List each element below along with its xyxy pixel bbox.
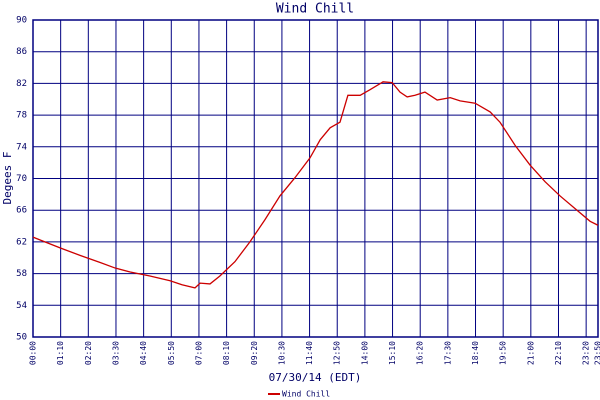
x-tick-label: 11:40 bbox=[305, 341, 314, 365]
x-tick-label: 22:10 bbox=[554, 341, 563, 365]
y-tick-label: 58 bbox=[16, 269, 27, 279]
x-tick-label: 23:50 bbox=[594, 341, 600, 365]
x-tick-label: 07:00 bbox=[194, 341, 203, 365]
x-tick-label: 08:10 bbox=[222, 341, 231, 365]
y-tick-label: 62 bbox=[16, 237, 27, 247]
y-tick-label: 54 bbox=[16, 301, 27, 311]
x-tick-label: 00:00 bbox=[29, 341, 38, 365]
y-tick-label: 90 bbox=[16, 16, 27, 26]
x-tick-label: 01:10 bbox=[56, 341, 65, 365]
x-tick-label: 02:20 bbox=[84, 341, 93, 365]
x-tick-label: 15:10 bbox=[388, 341, 397, 365]
y-tick-label: 66 bbox=[16, 206, 27, 216]
x-tick-label: 17:30 bbox=[443, 341, 452, 365]
data-line bbox=[32, 81, 599, 289]
y-tick-label: 86 bbox=[16, 47, 27, 57]
x-tick-label: 18:40 bbox=[471, 341, 480, 365]
x-tick-label: 05:50 bbox=[167, 341, 176, 365]
x-tick-label: 19:50 bbox=[499, 341, 508, 365]
y-tick-label: 82 bbox=[16, 79, 27, 89]
y-tick-label: 70 bbox=[16, 174, 27, 184]
x-tick-label: 16:20 bbox=[416, 341, 425, 365]
chart-title: Wind Chill bbox=[276, 2, 354, 17]
x-tick-label: 04:40 bbox=[139, 341, 148, 365]
y-tick-label: 74 bbox=[16, 142, 27, 152]
x-axis-label: 07/30/14 (EDT) bbox=[269, 371, 362, 384]
x-tick-label: 12:50 bbox=[333, 341, 342, 365]
y-tick-label: 50 bbox=[16, 333, 27, 343]
x-tick-label: 03:30 bbox=[111, 341, 120, 365]
legend-label: Wind Chill bbox=[282, 390, 330, 399]
x-tick-label: 23:20 bbox=[582, 341, 591, 365]
x-tick-label: 10:30 bbox=[277, 341, 286, 365]
x-tick-label: 21:00 bbox=[526, 341, 535, 365]
y-axis-label: Degees F bbox=[1, 152, 14, 205]
x-tick-label: 14:00 bbox=[360, 341, 369, 365]
y-tick-label: 78 bbox=[16, 111, 27, 121]
x-tick-label: 09:20 bbox=[250, 341, 259, 365]
